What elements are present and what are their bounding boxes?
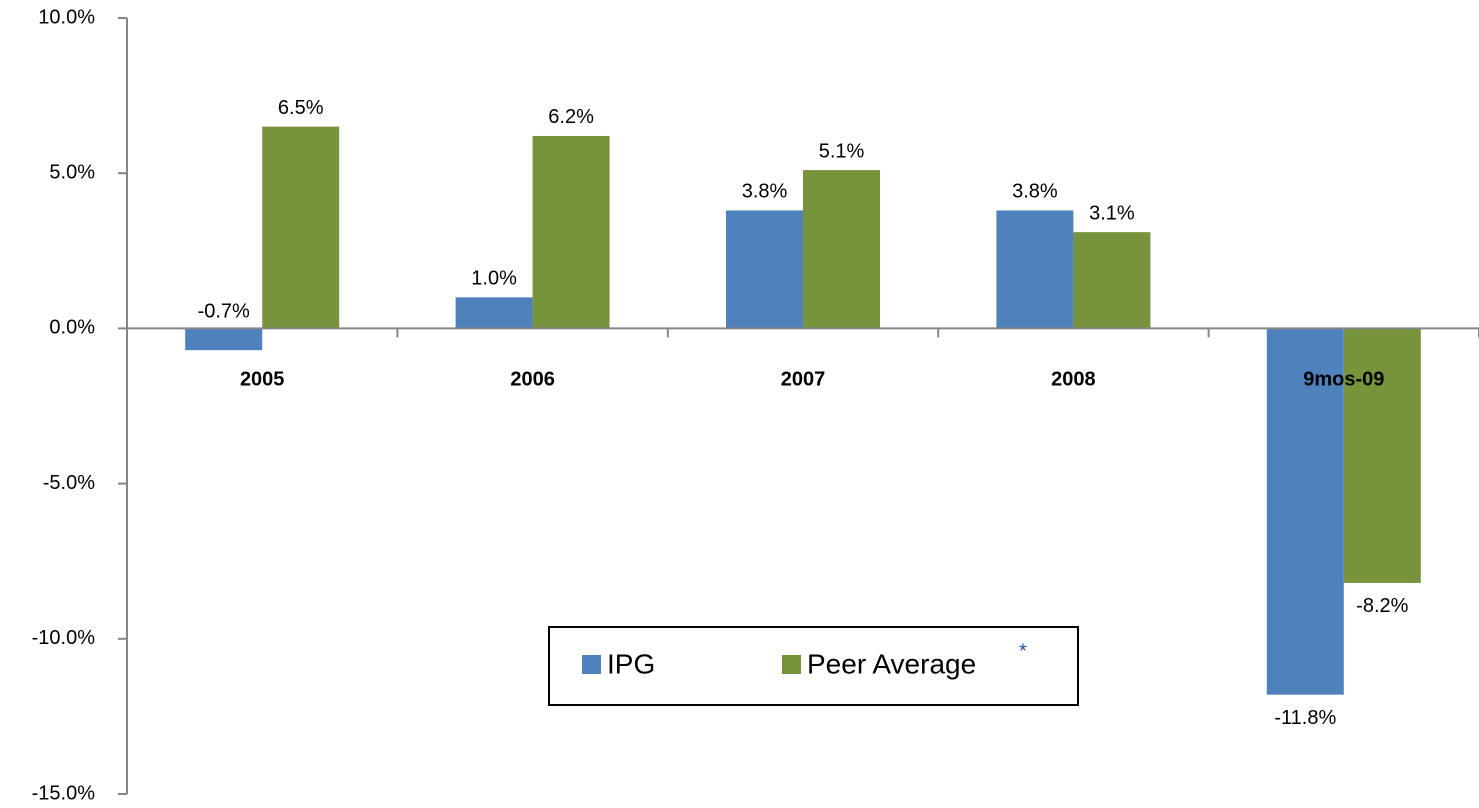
bar (1343, 328, 1421, 583)
y-tick-label: -15.0% (32, 782, 96, 804)
legend-swatch (782, 655, 801, 674)
bar (803, 170, 880, 329)
y-tick-label: 0.0% (49, 317, 95, 339)
value-label: 3.8% (742, 181, 788, 203)
bar (262, 126, 340, 329)
x-tick-label: 9mos-09 (1303, 369, 1384, 391)
value-label: 3.1% (1089, 202, 1135, 224)
value-label: 6.2% (548, 106, 594, 128)
bar (1073, 232, 1151, 329)
y-tick-label: 10.0% (38, 6, 95, 28)
bar (185, 328, 263, 351)
x-tick-label: 2005 (240, 369, 285, 391)
value-label: 1.0% (471, 268, 517, 290)
x-tick-label: 2007 (781, 369, 826, 391)
legend-box (548, 626, 1079, 706)
y-tick-label: 5.0% (49, 161, 95, 183)
y-tick-label: -5.0% (43, 472, 95, 494)
bar (1266, 328, 1344, 695)
legend-label: Peer Average (807, 648, 976, 679)
x-tick-label: 2006 (510, 369, 555, 391)
bar (726, 210, 803, 329)
bar (532, 135, 610, 329)
x-tick-label: 2008 (1051, 369, 1096, 391)
value-label: -8.2% (1356, 595, 1408, 617)
value-label: -0.7% (198, 301, 250, 323)
bar (455, 297, 533, 329)
y-tick-label: -10.0% (32, 627, 96, 649)
legend-swatch (582, 655, 601, 674)
value-label: 5.1% (819, 140, 865, 162)
value-label: 3.8% (1012, 181, 1058, 203)
value-label: -11.8% (1274, 707, 1336, 729)
legend-note: * (1019, 640, 1027, 662)
value-label: 6.5% (278, 97, 324, 119)
legend-label: IPG (607, 648, 655, 679)
bar (996, 210, 1074, 329)
